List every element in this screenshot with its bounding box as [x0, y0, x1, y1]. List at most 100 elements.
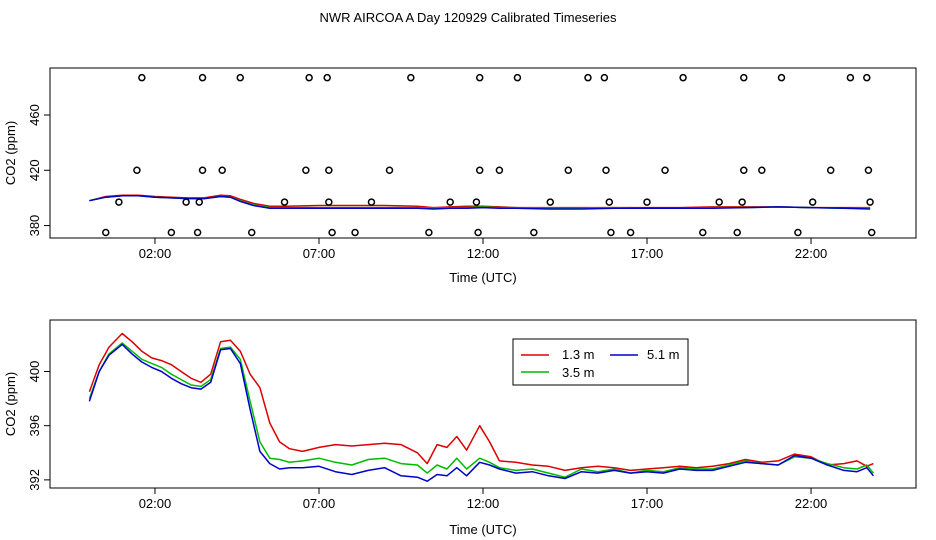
data-point: [193, 228, 202, 237]
top-y-axis: 380 420 460: [27, 104, 50, 236]
data-point: [626, 228, 635, 237]
top-x-axis: 02:00 07:00 12:00 17:00 22:00: [139, 238, 828, 261]
data-point: [733, 228, 741, 237]
x-tick-label: 22:00: [795, 496, 828, 511]
data-point: [325, 166, 333, 175]
chart-title: NWR AIRCOA A Day 120929 Calibrated Times…: [320, 10, 617, 25]
data-point: [115, 198, 123, 206]
top-y-axis-label: CO2 (ppm): [3, 121, 18, 185]
data-point: [425, 228, 433, 237]
data-point: [679, 73, 687, 82]
data-point: [102, 228, 110, 237]
y-tick-label: 380: [27, 215, 42, 237]
x-tick-label: 17:00: [631, 246, 664, 261]
data-point: [866, 198, 874, 206]
x-tick-label: 12:00: [467, 496, 500, 511]
data-point: [546, 198, 554, 206]
series-line-3-5-m: [88, 342, 874, 478]
data-point: [699, 228, 707, 237]
x-tick-label: 12:00: [467, 246, 500, 261]
data-point: [351, 228, 359, 237]
data-point: [513, 73, 522, 82]
data-point: [474, 228, 482, 237]
data-point: [475, 166, 484, 175]
data-point: [138, 73, 146, 82]
x-tick-label: 22:00: [795, 246, 828, 261]
data-point: [738, 198, 746, 206]
legend-label-3-5m: 3.5 m: [562, 365, 595, 380]
data-point: [740, 166, 748, 175]
data-point: [715, 198, 723, 206]
data-point: [323, 73, 331, 82]
data-point: [302, 166, 310, 175]
x-tick-label: 17:00: [631, 496, 664, 511]
top-series-group: [89, 194, 871, 210]
data-point: [305, 73, 313, 82]
data-point: [600, 73, 609, 82]
data-point: [218, 166, 226, 175]
data-point: [325, 198, 333, 206]
data-point: [236, 73, 245, 82]
top-plot-frame: [49, 67, 917, 239]
x-tick-label: 02:00: [139, 246, 172, 261]
data-point: [195, 198, 204, 206]
bottom-x-axis-label: Time (UTC): [449, 522, 516, 537]
data-point: [385, 166, 394, 175]
x-tick-label: 07:00: [303, 496, 336, 511]
data-point: [367, 198, 376, 206]
y-tick-label: 420: [27, 159, 42, 181]
data-point: [777, 73, 786, 82]
bottom-panel: 02:00 07:00 12:00 17:00 22:00 392 396 400 Time…: [3, 319, 917, 537]
y-tick-label: 460: [27, 104, 42, 126]
data-point: [472, 198, 481, 206]
data-point: [758, 166, 766, 175]
bottom-y-axis-label: CO2 (ppm): [3, 372, 18, 436]
data-point: [446, 198, 454, 206]
top-x-axis-label: Time (UTC): [449, 270, 516, 285]
data-point: [584, 73, 592, 82]
data-point: [864, 166, 873, 175]
x-tick-label: 07:00: [303, 246, 336, 261]
data-point: [280, 198, 289, 206]
data-point: [495, 166, 504, 175]
series-line-5-1-m: [88, 343, 874, 482]
data-point: [794, 228, 802, 237]
bottom-y-axis: 392 396 400: [27, 361, 50, 491]
x-tick-label: 02:00: [139, 496, 172, 511]
data-point: [247, 228, 256, 237]
data-point: [661, 166, 669, 175]
data-point: [530, 228, 538, 237]
top-points-group: [102, 73, 876, 237]
data-point: [643, 198, 651, 206]
y-tick-label: 396: [27, 415, 42, 437]
data-point: [198, 73, 207, 82]
data-point: [328, 228, 336, 237]
top-panel: 02:00 07:00 12:00 17:00 22:00 380 420 460 Time…: [3, 67, 917, 285]
data-point: [167, 228, 176, 237]
series-line-5-1-m: [89, 195, 871, 210]
data-point: [564, 166, 573, 175]
data-point: [198, 166, 207, 175]
data-point: [808, 198, 817, 206]
data-point: [846, 73, 855, 82]
legend-label-5-1m: 5.1 m: [647, 347, 680, 362]
series-line-1-3-m: [88, 332, 874, 472]
legend: 1.3 m 5.1 m 3.5 m: [512, 338, 689, 386]
data-point: [867, 228, 876, 237]
data-point: [475, 73, 484, 82]
data-point: [605, 198, 614, 206]
data-point: [133, 166, 141, 175]
data-point: [607, 228, 615, 237]
y-tick-label: 400: [27, 361, 42, 383]
data-point: [602, 166, 610, 175]
data-point: [863, 73, 871, 82]
data-point: [182, 198, 190, 206]
data-point: [740, 73, 748, 82]
legend-box: [512, 338, 689, 386]
bottom-series-group: [88, 332, 874, 482]
y-tick-label: 392: [27, 469, 42, 491]
data-point: [407, 73, 415, 82]
bottom-x-axis: 02:00 07:00 12:00 17:00 22:00: [139, 488, 828, 511]
legend-label-1-3m: 1.3 m: [562, 347, 595, 362]
